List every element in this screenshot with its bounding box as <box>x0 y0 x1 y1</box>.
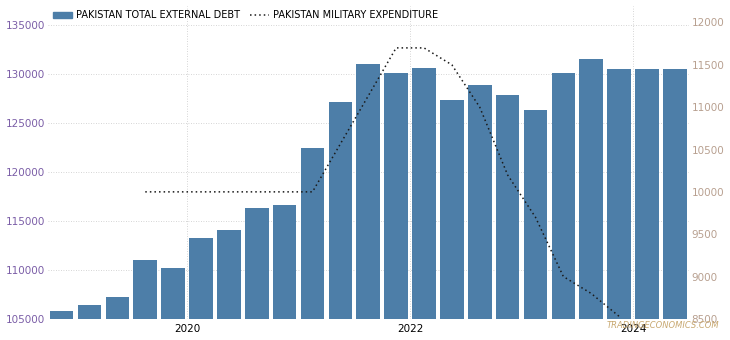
Bar <box>134 260 157 340</box>
Bar <box>77 305 101 340</box>
Legend: PAKISTAN TOTAL EXTERNAL DEBT, PAKISTAN MILITARY EXPENDITURE: PAKISTAN TOTAL EXTERNAL DEBT, PAKISTAN M… <box>53 11 438 20</box>
Bar <box>580 59 603 340</box>
Text: TRADINGECONOMICS.COM: TRADINGECONOMICS.COM <box>607 321 719 330</box>
Bar <box>412 68 436 340</box>
Bar <box>468 85 491 340</box>
Bar <box>301 148 324 340</box>
Bar <box>273 205 296 340</box>
Bar <box>635 69 659 340</box>
Bar <box>663 69 687 340</box>
Bar <box>217 230 241 340</box>
Bar <box>607 69 631 340</box>
Bar <box>356 64 380 340</box>
Bar <box>496 95 520 340</box>
Bar <box>106 298 129 340</box>
Bar <box>50 311 74 340</box>
Bar <box>523 110 548 340</box>
Bar <box>189 238 213 340</box>
Bar <box>440 100 464 340</box>
Bar <box>552 73 575 340</box>
Bar <box>384 73 408 340</box>
Bar <box>161 268 185 340</box>
Bar <box>328 102 352 340</box>
Bar <box>245 208 269 340</box>
